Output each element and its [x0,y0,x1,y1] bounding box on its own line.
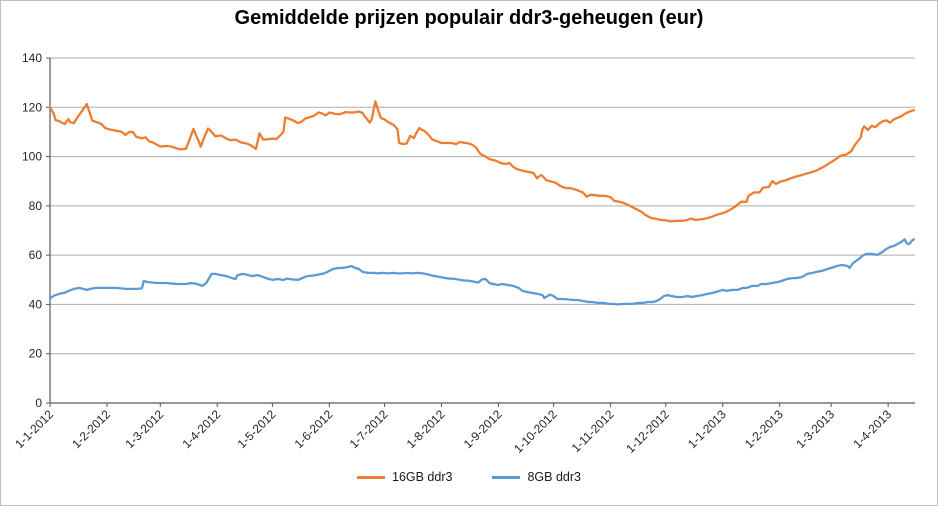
y-tick-label: 80 [29,199,43,213]
y-tick-label: 0 [35,396,42,410]
legend-label: 16GB ddr3 [392,470,453,484]
x-tick-label: 1-11-2012 [569,407,617,455]
x-tick-label: 1-1-2012 [12,407,56,451]
x-tick-label: 1-7-2012 [347,407,391,451]
legend-line-swatch [357,475,385,479]
x-tick-label: 1-1-2013 [685,407,729,451]
x-tick-label: 1-10-2012 [511,407,560,456]
x-tick-label: 1-3-2012 [123,407,167,451]
y-tick-label: 120 [22,100,42,114]
y-tick-label: 40 [29,297,43,311]
x-tick-label: 1-2-2012 [69,407,113,451]
x-tick-label: 1-4-2013 [850,407,894,451]
y-tick-label: 20 [29,347,43,361]
series-line-16gb-ddr3 [48,100,916,223]
legend: 16GB ddr3 8GB ddr3 [1,470,937,484]
x-tick-label: 1-12-2012 [623,407,672,456]
legend-line-swatch [492,475,521,479]
legend-label: 8GB ddr3 [527,470,581,484]
x-tick-label: 1-6-2012 [292,407,336,451]
y-tick-label: 60 [29,248,43,262]
x-tick-label: 1-9-2012 [461,407,505,451]
legend-item-16gb-ddr3: 16GB ddr3 [357,470,452,484]
x-tick-label: 1-8-2012 [404,407,448,451]
x-tick-label: 1-2-2013 [742,407,786,451]
x-tick-label: 1-4-2012 [180,407,224,451]
chart-title: Gemiddelde prijzen populair ddr3-geheuge… [234,7,704,29]
x-tick-label: 1-3-2013 [793,407,837,451]
series-line-8gb-ddr3 [48,238,916,306]
legend-item-8gb-ddr3: 8GB ddr3 [492,470,581,484]
y-tick-label: 140 [22,51,42,65]
y-tick-label: 100 [22,150,42,164]
x-tick-label: 1-5-2012 [235,407,279,451]
